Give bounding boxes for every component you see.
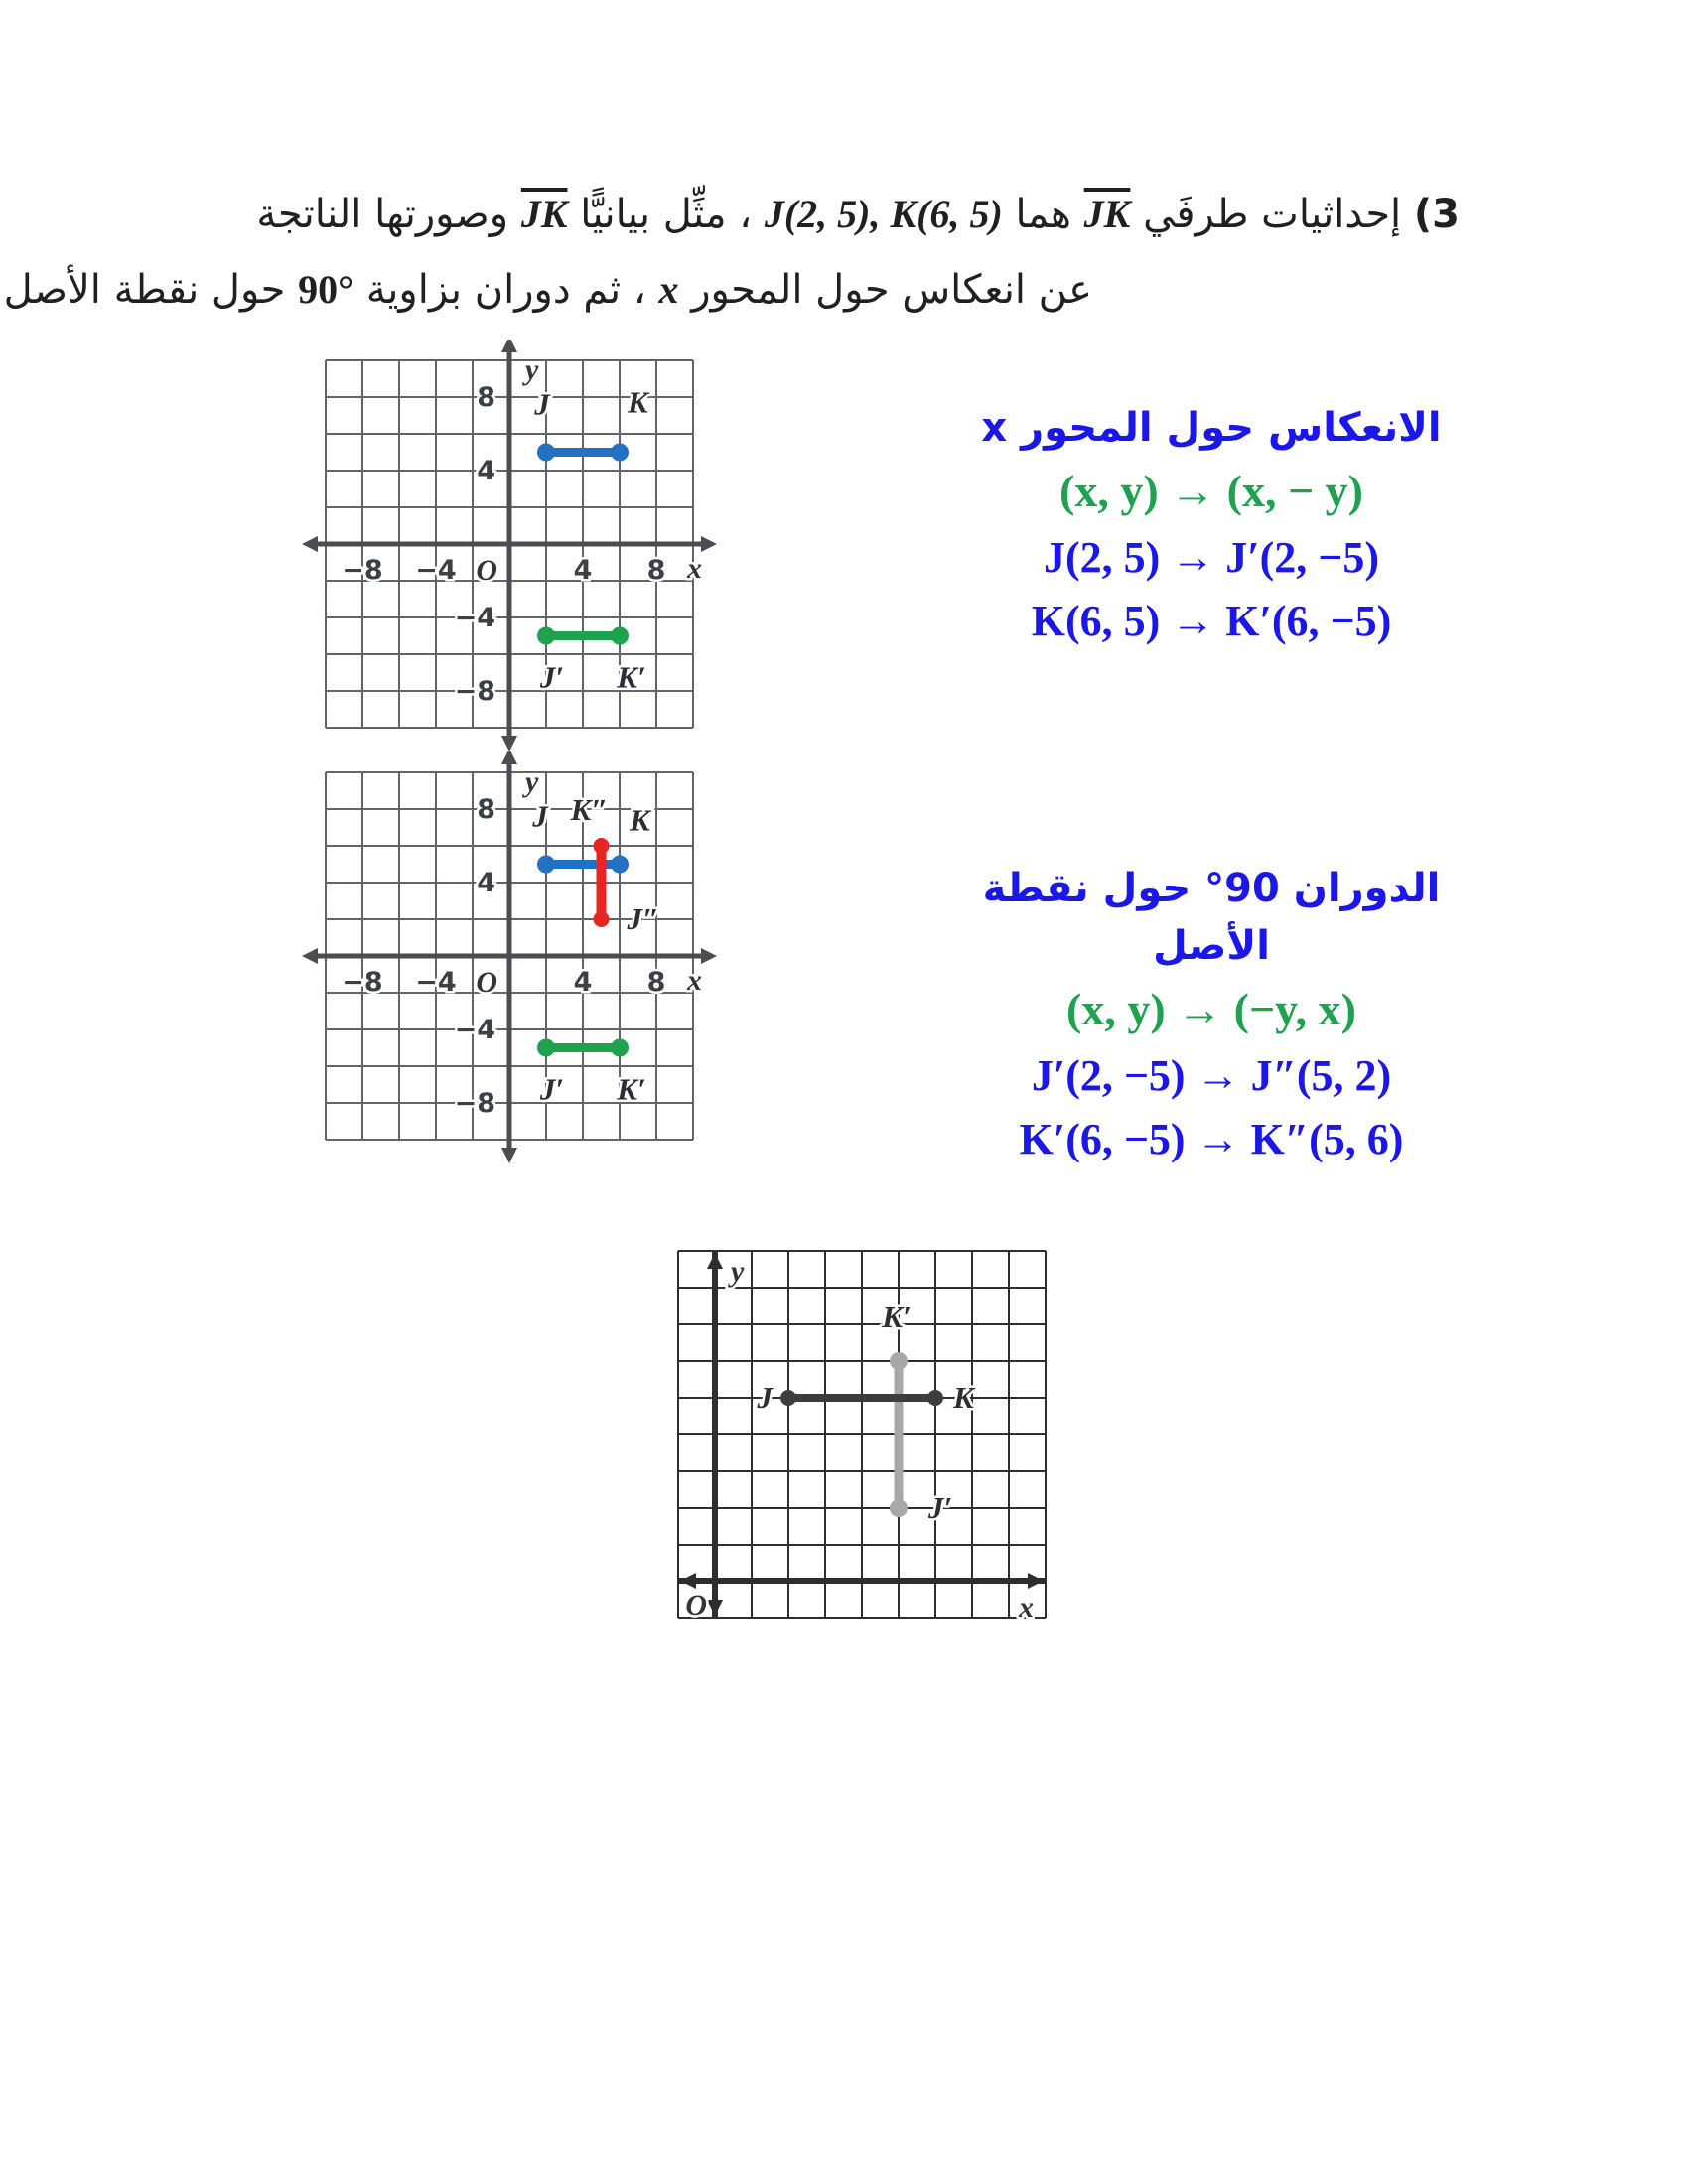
svg-text:−4: −4 [415,555,456,586]
rotation-explainer: الدوران 90° حول نقطة الأصل (x, y) → (−y,… [923,860,1499,1171]
svg-text:8: 8 [477,382,495,413]
x-axis-symbol: x [658,267,679,312]
coordinates-jk: J(2, 5), K(6, 5) [764,192,1003,236]
svg-text:J″: J″ [627,901,660,936]
segment-jk-symbol: JK [1083,192,1131,236]
rotation-map-j: J′(2, −5) → J″(5, 2) [1031,1051,1392,1100]
reflection-map-j: J(2, 5) → J′(2, −5) [1043,533,1380,582]
svg-text:−8: −8 [342,967,382,998]
svg-text:4: 4 [477,456,495,486]
svg-text:K: K [629,803,652,838]
angle-90-symbol: 90° [298,267,354,312]
svg-text:y: y [522,765,539,798]
segment-jk-symbol: JK [520,192,568,236]
svg-text:8: 8 [477,794,495,825]
reflection-graph-svg: −8 −4 4 8 8 4 −4 −8 O x yJ K J′ K′ [302,337,717,751]
svg-text:−8: −8 [342,555,382,586]
svg-text:y: y [522,353,539,386]
problem-text: إحداثيات طرفَي [1143,192,1402,237]
reflection-title: الانعكاس حول المحور x [981,405,1442,451]
rotation-map-k: K′(6, −5) → K″(5, 6) [1019,1115,1404,1163]
svg-text:J: J [757,1380,774,1415]
svg-text:x: x [686,552,702,585]
svg-text:−4: −4 [415,967,456,998]
rotation-title: الدوران 90° حول نقطة الأصل [982,866,1441,969]
reflection-map-k: K(6, 5) → K′(6, −5) [1031,597,1392,645]
svg-text:4: 4 [477,868,495,898]
svg-text:K: K [952,1380,976,1415]
svg-text:K′: K′ [881,1299,911,1334]
svg-text:K′: K′ [616,660,645,695]
svg-text:x: x [1018,1591,1034,1624]
svg-text:K′: K′ [616,1072,645,1107]
svg-text:8: 8 [647,555,666,586]
svg-text:−4: −4 [455,1015,495,1045]
rotation-rule: (x, y) → (−y, x) [1066,984,1356,1034]
svg-text:O: O [476,554,497,587]
problem-text: ، مثِّل بيانيًّا [580,192,753,237]
svg-text:−8: −8 [455,1088,495,1119]
svg-text:J: J [533,387,551,422]
svg-text:O: O [476,966,497,999]
problem-text: هما [1015,192,1071,237]
svg-text:J′: J′ [539,1072,564,1107]
svg-text:y: y [728,1255,745,1288]
reflection-explainer: الانعكاس حول المحور x (x, y) → (x, − y) … [933,399,1489,653]
problem-text: وصورتها الناتجة [256,192,509,237]
problem-number: (3 [1413,192,1460,237]
problem-text: حول نقطة الأصل . [0,267,286,313]
svg-text:K: K [627,385,650,420]
svg-text:−8: −8 [455,676,495,707]
svg-text:O: O [685,1589,707,1622]
problem-text: ، ثم دوران بزاوية [365,267,646,313]
svg-text:4: 4 [574,967,593,998]
problem-line-1: (3 إحداثيات طرفَي JK هما J(2, 5), K(6, 5… [256,191,1460,237]
svg-text:−4: −4 [455,603,495,633]
svg-text:J′: J′ [539,660,564,695]
problem-line-2: عن انعكاس حول المحور x ، ثم دوران بزاوية… [0,266,1092,313]
svg-text:J: J [531,799,549,834]
svg-text:4: 4 [574,555,593,586]
svg-text:x: x [686,964,702,997]
rotation-graph-svg: −8 −4 4 8 8 4 −4 −8 O x yJ K J′ K′ K″ J″ [302,749,717,1163]
reflection-rule: (x, y) → (x, − y) [1059,466,1363,516]
problem-text: عن انعكاس حول المحور [691,267,1092,313]
svg-text:8: 8 [647,967,666,998]
svg-text:K″: K″ [570,792,609,827]
svg-text:J′: J′ [927,1490,952,1525]
